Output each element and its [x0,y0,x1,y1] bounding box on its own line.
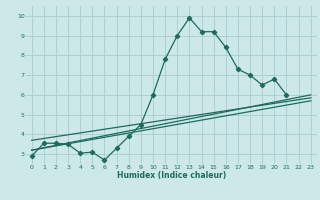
X-axis label: Humidex (Indice chaleur): Humidex (Indice chaleur) [116,171,226,180]
